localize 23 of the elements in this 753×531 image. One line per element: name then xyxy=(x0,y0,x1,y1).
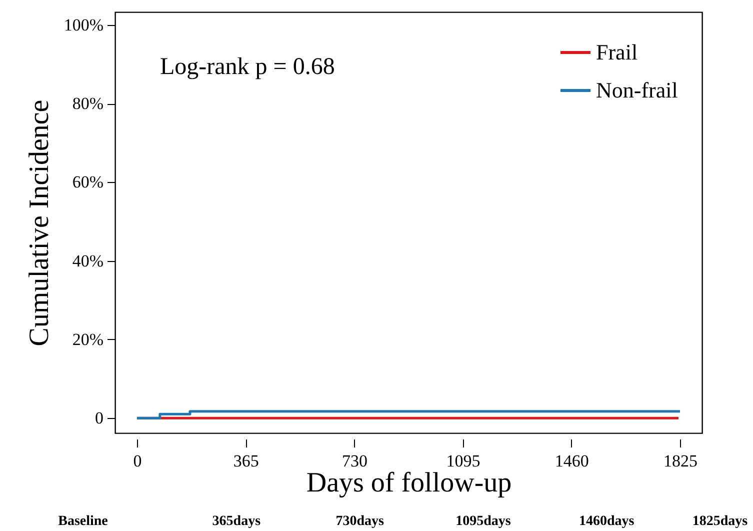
y-tick-label: 80% xyxy=(72,94,104,114)
text: 730days xyxy=(336,514,384,529)
text: Baseline xyxy=(58,514,108,529)
x-tick-label: 1460 xyxy=(554,452,589,470)
x-tick-label: 730 xyxy=(342,452,368,470)
y-tick-label: 0 xyxy=(95,408,104,428)
x-tick-label: 0 xyxy=(133,452,142,470)
y-tick-label: 60% xyxy=(72,172,104,192)
legend-label: Non-frail xyxy=(596,78,678,102)
text: 1095days xyxy=(456,514,512,529)
y-tick-label: 100% xyxy=(64,15,104,34)
annotation: Log-rank p = 0.68 xyxy=(160,54,335,80)
x-tick-label: 365 xyxy=(233,452,259,470)
x-tick-label: 1095 xyxy=(446,452,480,470)
y-tick-label: 40% xyxy=(72,251,104,270)
text: 365days xyxy=(212,514,262,529)
text: 1460days xyxy=(578,514,635,529)
y-axis-title: Cumulative Incidence xyxy=(24,100,55,346)
x-axis-title: Days of follow-up xyxy=(306,468,512,498)
x-tick-label: 1825 xyxy=(663,452,698,470)
legend-label: Frail xyxy=(596,40,638,64)
text: 1825days xyxy=(692,514,748,529)
y-tick-label: 20% xyxy=(72,330,104,349)
